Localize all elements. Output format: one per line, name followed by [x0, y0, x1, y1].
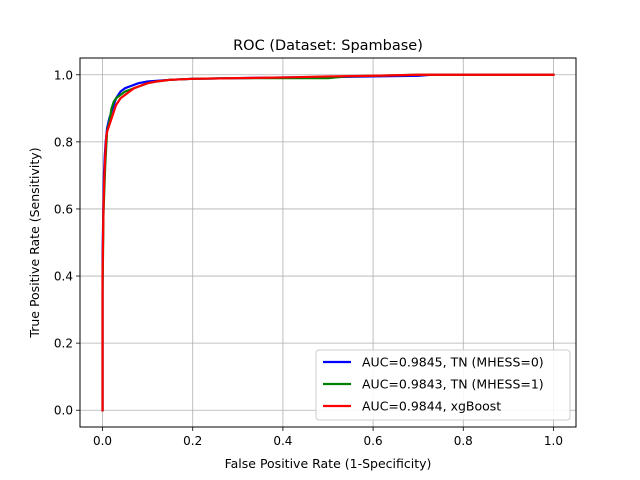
legend-label: AUC=0.9845, TN (MHESS=0) [362, 355, 544, 370]
legend-label: AUC=0.9843, TN (MHESS=1) [362, 377, 544, 392]
y-tick-label: 0.2 [54, 337, 73, 351]
x-tick-label: 0.8 [454, 434, 473, 448]
y-tick-label: 1.0 [54, 68, 73, 82]
legend: AUC=0.9845, TN (MHESS=0) AUC=0.9843, TN (… [316, 350, 570, 420]
x-axis-ticks: 0.0 0.2 0.4 0.6 0.8 1.0 [93, 427, 563, 448]
y-axis-label: True Positive Rate (Sensitivity) [27, 147, 42, 338]
x-axis-label: False Positive Rate (1-Specificity) [225, 456, 432, 471]
y-tick-label: 0.4 [54, 270, 73, 284]
x-tick-label: 0.6 [364, 434, 383, 448]
y-tick-label: 0.0 [54, 404, 73, 418]
legend-label: AUC=0.9844, xgBoost [362, 399, 501, 414]
y-tick-label: 0.8 [54, 135, 73, 149]
chart-title: ROC (Dataset: Spambase) [233, 38, 423, 54]
x-tick-label: 0.4 [273, 434, 292, 448]
y-tick-label: 0.6 [54, 202, 73, 216]
x-tick-label: 0.0 [93, 434, 112, 448]
x-tick-label: 1.0 [544, 434, 563, 448]
x-tick-label: 0.2 [183, 434, 202, 448]
y-axis-ticks: 0.0 0.2 0.4 0.6 0.8 1.0 [54, 68, 80, 417]
